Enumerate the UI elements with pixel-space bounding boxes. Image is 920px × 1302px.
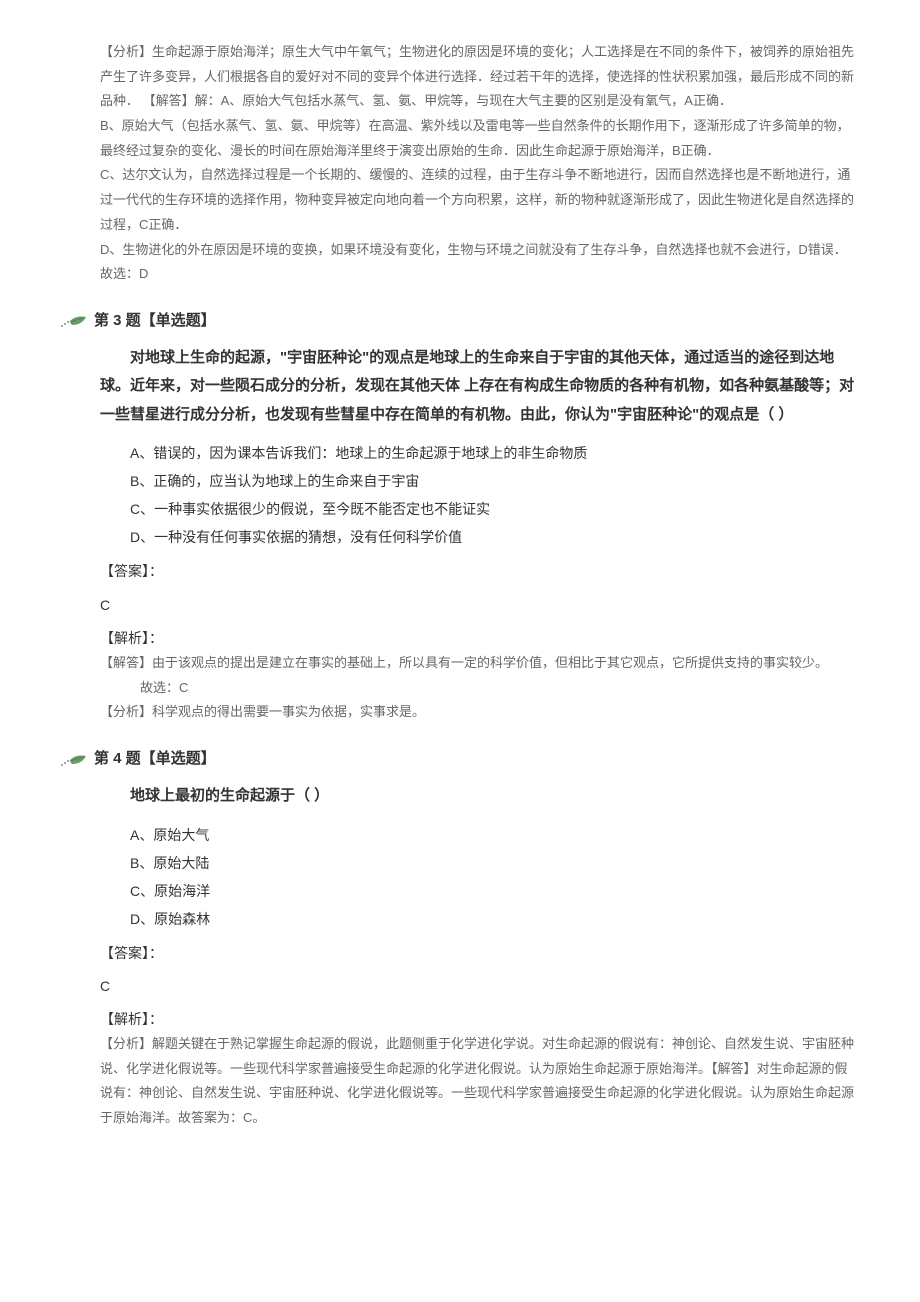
q4-answer-label: 【答案】：: [100, 941, 860, 966]
q3-options: A、错误的，因为课本告诉我们：地球上的生命起源于地球上的非生命物质 B、正确的，…: [130, 439, 860, 551]
q4-header: 第 4 题【单选题】: [60, 745, 860, 772]
q2-analysis-p1: 【分析】生命起源于原始海洋；原生大气中午氧气；生物进化的原因是环境的变化；人工选…: [100, 40, 860, 114]
q4-option-c: C、原始海洋: [130, 877, 860, 905]
q3-option-a: A、错误的，因为课本告诉我们：地球上的生命起源于地球上的非生命物质: [130, 439, 860, 467]
q2-analysis-p5: 故选：D: [100, 262, 860, 287]
q3-option-d: D、一种没有任何事实依据的猜想，没有任何科学价值: [130, 523, 860, 551]
q3-jiexi-1: 【解答】由于该观点的提出是建立在事实的基础上，所以具有一定的科学价值，但相比于其…: [100, 651, 860, 676]
q3-jiexi-2: 故选：C: [140, 676, 860, 701]
q2-analysis-p3: C、达尔文认为，自然选择过程是一个长期的、缓慢的、连续的过程，由于生存斗争不断地…: [100, 163, 860, 237]
q3-jiexi-3: 【分析】科学观点的得出需要一事实为依据，实事求是。: [100, 700, 860, 725]
q3-option-b: B、正确的，应当认为地球上的生命来自于宇宙: [130, 467, 860, 495]
q3-header: 第 3 题【单选题】: [60, 307, 860, 334]
q3-answer-label: 【答案】：: [100, 559, 860, 584]
q3-number: 第 3 题【单选题】: [94, 307, 216, 334]
q4-jiexi-1: 【分析】解题关键在于熟记掌握生命起源的假说，此题侧重于化学进化学说。对生命起源的…: [100, 1032, 860, 1131]
q4-options: A、原始大气 B、原始大陆 C、原始海洋 D、原始森林: [130, 821, 860, 933]
q4-option-b: B、原始大陆: [130, 849, 860, 877]
q4-answer: C: [100, 974, 860, 999]
leaf-icon: [60, 751, 88, 767]
q2-analysis-block: 【分析】生命起源于原始海洋；原生大气中午氧气；生物进化的原因是环境的变化；人工选…: [60, 40, 860, 287]
q3-option-c: C、一种事实依据很少的假说，至今既不能否定也不能证实: [130, 495, 860, 523]
q3-jiexi-label: 【解析】：: [100, 626, 860, 651]
q4-stem: 地球上最初的生命起源于（ ）: [100, 782, 860, 811]
q2-analysis-p4: D、生物进化的外在原因是环境的变换，如果环境没有变化，生物与环境之间就没有了生存…: [100, 238, 860, 263]
leaf-icon: [60, 312, 88, 328]
q2-analysis-p2: B、原始大气（包括水蒸气、氢、氨、甲烷等）在高温、紫外线以及雷电等一些自然条件的…: [100, 114, 860, 163]
q4-option-a: A、原始大气: [130, 821, 860, 849]
q4-number: 第 4 题【单选题】: [94, 745, 216, 772]
q3-stem: 对地球上生命的起源，"宇宙胚种论"的观点是地球上的生命来自于宇宙的其他天体，通过…: [100, 344, 860, 430]
q3-answer: C: [100, 593, 860, 618]
q4-option-d: D、原始森林: [130, 905, 860, 933]
q4-jiexi-label: 【解析】：: [100, 1007, 860, 1032]
